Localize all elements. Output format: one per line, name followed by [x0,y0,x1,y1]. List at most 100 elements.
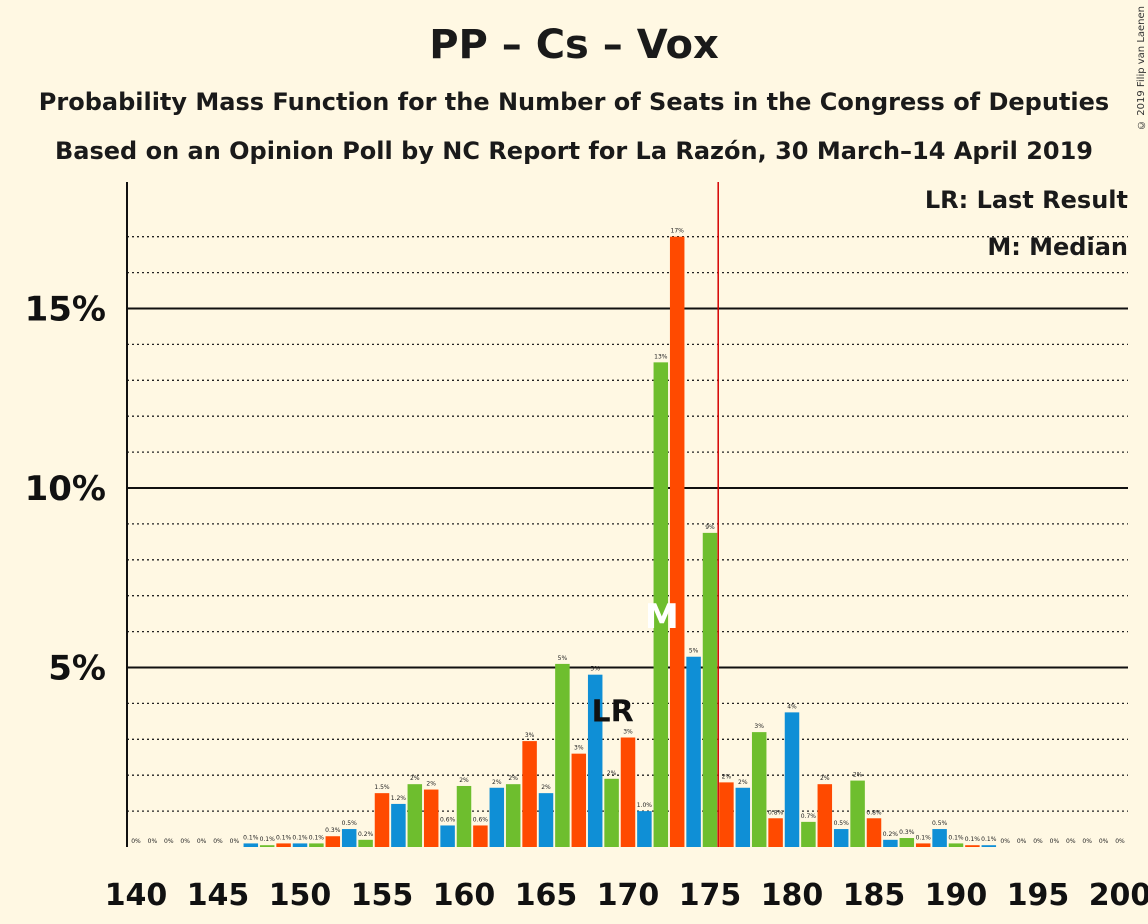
data-label-144: 0% [197,838,207,845]
data-label-159: 0.6% [440,816,456,823]
bar-162 [489,787,505,847]
x-tick-label-155: 155 [351,878,414,913]
data-label-178: 3% [754,723,764,730]
data-label-190: 0.1% [948,834,964,841]
bar-183 [833,829,849,847]
bar-150 [292,843,308,847]
bar-153 [341,829,357,847]
data-label-172: 13% [654,353,668,360]
bar-192 [981,845,997,847]
chart-title: PP – Cs – Vox [429,22,719,68]
data-label-184: 2% [853,772,863,779]
bar-155 [374,793,390,847]
data-label-168: 5% [590,666,600,673]
bar-154 [358,839,373,847]
x-tick-label-170: 170 [597,878,660,913]
x-tick-label-145: 145 [187,878,250,913]
data-label-187: 0.3% [899,829,915,836]
data-label-149: 0.1% [276,834,292,841]
median-marker: M [645,597,679,637]
bar-158 [423,789,439,847]
data-label-188: 0.1% [916,834,932,841]
x-tick-label-140: 140 [105,878,168,913]
data-label-140: 0% [131,838,141,845]
bar-191 [965,845,980,847]
data-label-170: 3% [623,729,633,736]
bar-182 [817,784,833,847]
bar-186 [883,839,898,847]
x-tick-label-160: 160 [433,878,496,913]
data-label-179: 0.8% [768,809,784,816]
bar-166 [555,663,570,847]
bar-179 [768,818,783,847]
data-label-194: 0% [1017,838,1027,845]
x-tick-label-175: 175 [679,878,742,913]
data-label-191: 0.1% [965,836,981,843]
data-label-196: 0% [1050,838,1060,845]
y-tick-label: 5% [48,649,106,689]
bar-160 [456,785,472,847]
data-label-158: 2% [426,781,436,788]
y-tick-label: 15% [25,290,106,330]
bar-152 [325,836,341,847]
bar-165 [538,793,554,847]
bar-168 [587,674,603,847]
data-label-157: 2% [410,775,420,782]
x-tick-label-150: 150 [269,878,332,913]
data-label-164: 3% [525,732,535,739]
bar-173 [669,236,685,847]
data-label-148: 0.1% [260,836,276,843]
bar-174 [686,656,701,847]
data-label-161: 0.6% [473,816,489,823]
y-tick-label: 10% [25,469,106,509]
data-label-143: 0% [180,838,190,845]
data-label-174: 5% [689,648,699,655]
data-label-163: 2% [508,775,518,782]
data-label-151: 0.1% [309,834,325,841]
data-label-169: 2% [607,770,617,777]
data-label-200: 0% [1115,838,1125,845]
chart-subtitle: Probability Mass Function for the Number… [38,88,1110,116]
data-label-153: 0.5% [342,820,358,827]
bar-170 [620,737,636,847]
bar-188 [915,843,931,847]
bar-157 [407,784,423,847]
data-label-150: 0.1% [292,834,308,841]
bar-159 [440,825,455,847]
chart-subtitle-source: Based on an Opinion Poll by NC Report fo… [55,137,1093,165]
bar-180 [784,712,800,847]
data-label-165: 2% [541,784,551,791]
bar-151 [309,843,324,847]
data-label-141: 0% [148,838,158,845]
data-label-167: 3% [574,745,584,752]
bar-148 [259,845,275,847]
bar-189 [932,829,947,847]
data-label-180: 4% [787,703,797,710]
data-label-156: 1.2% [391,795,407,802]
legend-last-result: LR: Last Result [924,186,1128,214]
data-label-193: 0% [1000,838,1010,845]
x-tick-label-190: 190 [925,878,988,913]
data-label-183: 0.5% [834,820,850,827]
x-tick-label-195: 195 [1007,878,1070,913]
data-label-182: 2% [820,775,830,782]
data-label-155: 1.5% [374,784,390,791]
data-label-176: 2% [722,773,732,780]
bar-167 [571,753,587,847]
bar-147 [243,843,259,847]
last-result-marker: LR [591,694,633,729]
bar-156 [391,803,406,847]
bar-164 [522,741,537,847]
legend-median: M: Median [987,233,1128,261]
bar-187 [899,838,915,847]
data-label-175: 9% [705,524,715,531]
data-label-192: 0.1% [981,836,997,843]
bar-149 [276,843,291,847]
data-label-186: 0.2% [883,831,899,838]
data-label-189: 0.5% [932,820,948,827]
data-label-145: 0% [213,838,223,845]
data-label-185: 0.8% [866,809,882,816]
x-tick-label-185: 185 [843,878,906,913]
x-tick-label-200: 200 [1089,878,1148,913]
